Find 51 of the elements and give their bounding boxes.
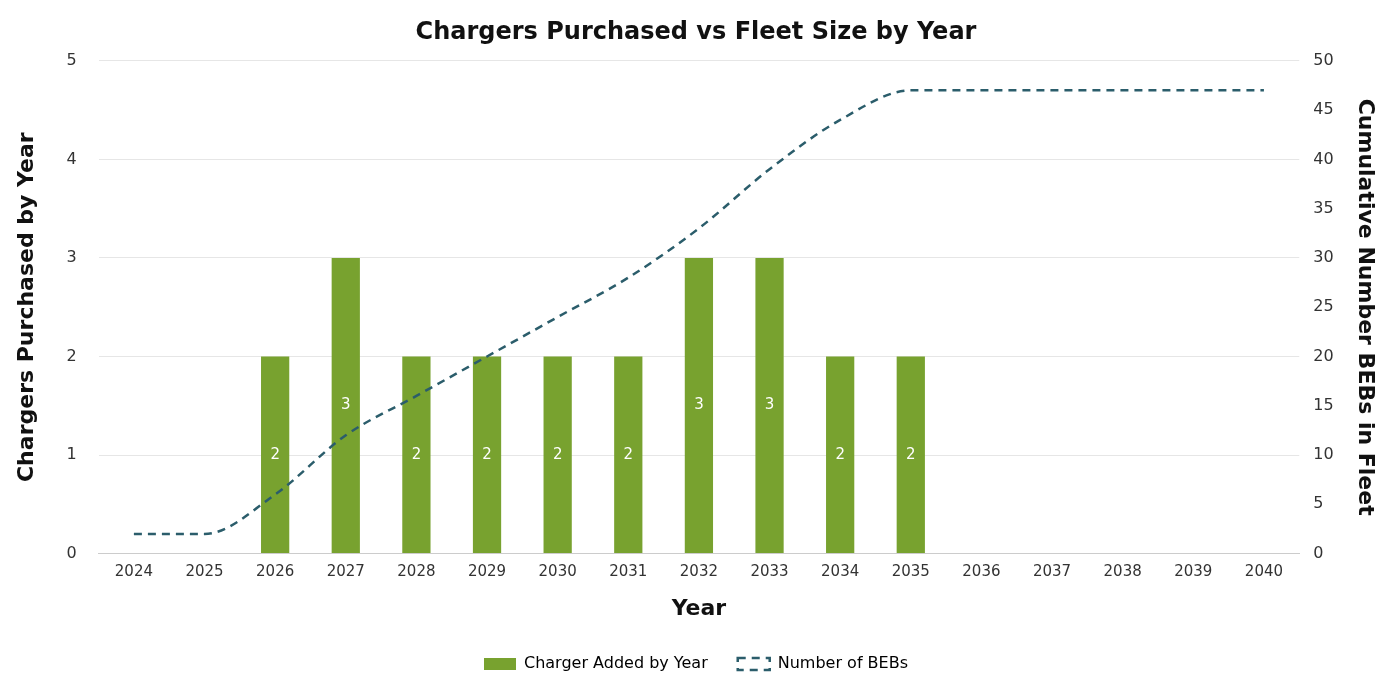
data-label: 2 [835,444,845,463]
y-tick-label: 4 [66,148,77,168]
x-tick-label: 2038 [1103,562,1142,581]
x-tick-label: 2028 [397,562,436,581]
x-tick-label: 2033 [750,562,789,581]
y-tick-label: 2 [66,345,77,365]
x-tick-label: 2025 [185,562,224,581]
y2-tick-label: 35 [1313,197,1334,217]
y-tick-label: 0 [66,542,77,562]
x-tick-label: 2035 [891,562,930,581]
data-label: 2 [552,444,563,463]
x-tick-label: 2027 [326,562,365,581]
data-label: 2 [270,444,280,463]
x-tick-label: 2037 [1032,562,1072,581]
y2-tick-label: 20 [1313,345,1334,365]
y2-tick-label: 50 [1313,49,1334,69]
x-tick-label: 2040 [1244,562,1284,581]
data-label: 2 [482,444,492,463]
y2-tick-label: 25 [1313,296,1334,316]
data-label: 2 [411,444,422,463]
x-tick-label: 2034 [821,562,860,581]
y2-tick-label: 15 [1313,394,1334,414]
x-tick-label: 2029 [467,562,507,581]
x-tick-label: 2026 [256,562,295,581]
legend-label: Number of BEBs [777,653,908,673]
x-tick-label: 2031 [609,562,648,581]
y-tick-label: 3 [66,247,77,267]
data-label: 3 [341,395,351,414]
y-tick-label: 1 [66,444,77,464]
legend-label: Charger Added by Year [524,653,709,673]
chart-title: Chargers Purchased vs Fleet Size by Year [415,16,977,45]
data-label: 3 [764,395,775,414]
x-tick-label: 2024 [114,562,153,581]
y2-tick-label: 0 [1313,542,1324,562]
x-axis-title: Year [670,594,727,620]
x-tick-label: 2036 [962,562,1001,581]
x-tick-label: 2032 [679,562,718,581]
y2-tick-label: 10 [1313,444,1334,464]
y-tick-label: 5 [66,49,77,69]
y2-tick-label: 40 [1313,148,1334,168]
y-axis-title: Chargers Purchased by Year [12,132,38,483]
y2-tick-label: 30 [1313,247,1334,267]
data-label: 3 [694,395,704,414]
data-label: 2 [623,444,634,463]
x-tick-label: 2039 [1174,562,1213,581]
y2-tick-label: 5 [1313,493,1324,513]
data-label: 2 [906,444,916,463]
x-tick-label: 2030 [538,562,577,581]
y2-axis-title: Cumulative Number BEBs in Fleet [1354,98,1380,517]
line-series [132,89,1266,536]
y2-tick-label: 45 [1313,99,1334,119]
